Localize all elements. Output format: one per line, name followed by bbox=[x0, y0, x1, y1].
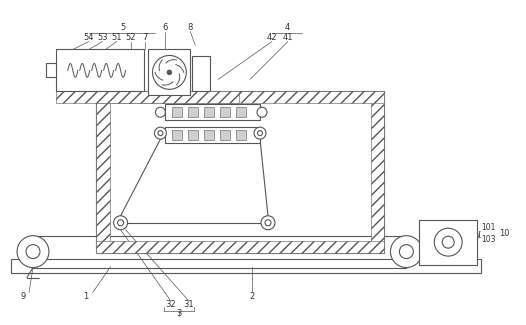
Text: 42: 42 bbox=[267, 33, 277, 42]
Text: 54: 54 bbox=[84, 33, 94, 42]
Circle shape bbox=[399, 245, 413, 259]
Circle shape bbox=[258, 131, 262, 136]
Text: 6: 6 bbox=[163, 23, 168, 32]
Text: 10: 10 bbox=[499, 229, 510, 238]
Bar bbox=[220, 107, 230, 117]
Text: 41: 41 bbox=[282, 33, 293, 42]
Bar bbox=[236, 107, 246, 117]
Bar bbox=[370, 91, 385, 253]
Circle shape bbox=[17, 236, 49, 267]
Bar bbox=[204, 107, 214, 117]
Circle shape bbox=[390, 236, 422, 267]
Bar bbox=[148, 49, 190, 95]
Bar bbox=[188, 130, 198, 140]
Circle shape bbox=[265, 220, 271, 226]
Text: 3: 3 bbox=[177, 309, 182, 318]
Bar bbox=[204, 130, 214, 140]
Circle shape bbox=[261, 216, 275, 230]
Text: 101: 101 bbox=[481, 223, 495, 232]
Bar bbox=[96, 91, 109, 253]
Circle shape bbox=[156, 107, 165, 117]
Circle shape bbox=[442, 236, 454, 248]
Bar bbox=[96, 241, 385, 253]
Bar bbox=[173, 107, 183, 117]
Bar bbox=[220, 130, 230, 140]
Text: 52: 52 bbox=[125, 33, 136, 42]
Text: 2: 2 bbox=[249, 292, 255, 301]
Bar bbox=[56, 91, 239, 103]
Circle shape bbox=[114, 216, 128, 230]
Circle shape bbox=[118, 220, 124, 226]
Circle shape bbox=[254, 127, 266, 139]
Text: 31: 31 bbox=[183, 300, 194, 309]
Text: 53: 53 bbox=[97, 33, 108, 42]
Bar bbox=[165, 104, 260, 120]
Bar bbox=[96, 91, 385, 103]
Bar bbox=[193, 57, 210, 91]
Text: 7: 7 bbox=[142, 33, 147, 42]
Bar bbox=[11, 259, 481, 273]
Bar bbox=[46, 63, 56, 77]
Bar bbox=[419, 220, 477, 265]
Circle shape bbox=[167, 70, 172, 75]
Bar bbox=[56, 49, 144, 91]
Circle shape bbox=[257, 107, 267, 117]
Circle shape bbox=[153, 56, 186, 89]
Text: 4: 4 bbox=[284, 23, 289, 32]
Text: 9: 9 bbox=[21, 292, 26, 301]
Text: 32: 32 bbox=[165, 300, 176, 309]
Bar bbox=[96, 91, 385, 253]
Bar bbox=[236, 130, 246, 140]
Circle shape bbox=[158, 131, 163, 136]
Circle shape bbox=[434, 228, 462, 256]
Text: 8: 8 bbox=[188, 23, 193, 32]
Text: 51: 51 bbox=[112, 33, 122, 42]
Bar bbox=[165, 127, 260, 143]
Circle shape bbox=[155, 127, 166, 139]
Text: 1: 1 bbox=[83, 292, 88, 301]
Circle shape bbox=[26, 245, 40, 259]
Text: 103: 103 bbox=[481, 235, 495, 244]
Bar bbox=[173, 130, 183, 140]
Text: 5: 5 bbox=[120, 23, 125, 32]
Bar bbox=[188, 107, 198, 117]
